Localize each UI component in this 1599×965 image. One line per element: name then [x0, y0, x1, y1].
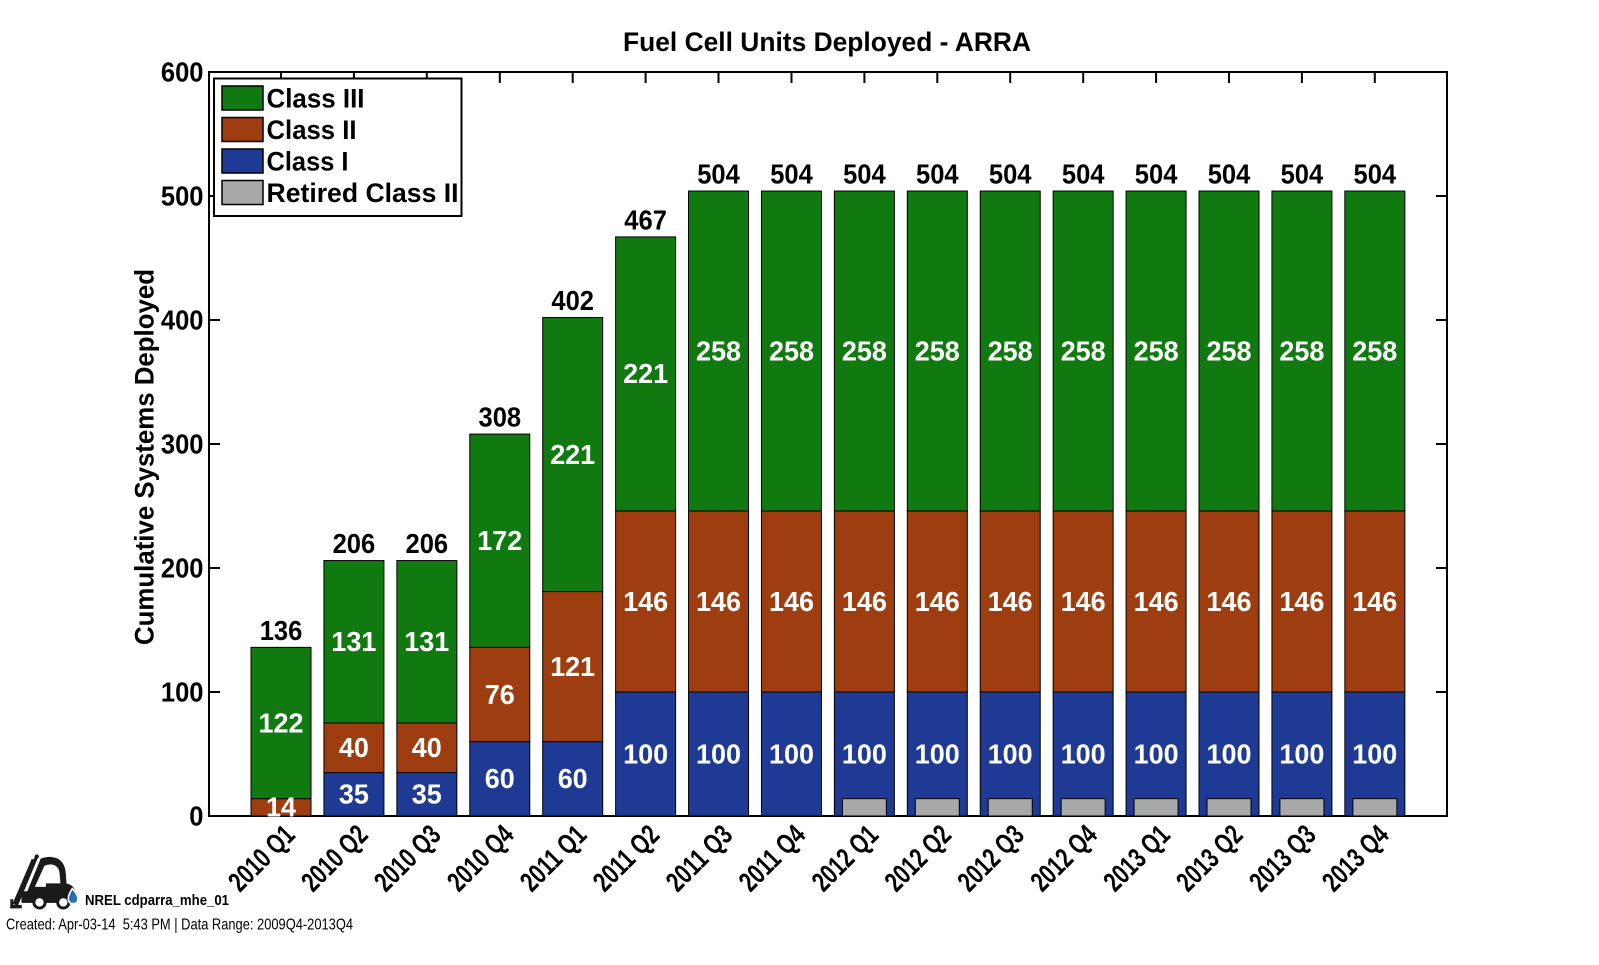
svg-text:100: 100 — [1061, 738, 1106, 769]
svg-text:136: 136 — [260, 615, 303, 646]
svg-text:122: 122 — [259, 707, 304, 738]
svg-text:100: 100 — [1279, 738, 1324, 769]
svg-text:206: 206 — [406, 528, 449, 559]
svg-text:258: 258 — [1207, 335, 1252, 366]
svg-text:76: 76 — [485, 679, 515, 710]
svg-text:100: 100 — [161, 676, 204, 707]
svg-text:40: 40 — [412, 732, 442, 763]
svg-text:NREL cdparra_mhe_01: NREL cdparra_mhe_01 — [85, 892, 229, 909]
svg-text:258: 258 — [988, 335, 1033, 366]
svg-text:131: 131 — [331, 626, 376, 657]
svg-text:Cumulative Systems Deployed: Cumulative Systems Deployed — [130, 269, 160, 645]
svg-text:100: 100 — [988, 738, 1033, 769]
svg-text:14: 14 — [266, 792, 296, 823]
svg-text:504: 504 — [1135, 159, 1178, 190]
svg-text:467: 467 — [624, 204, 667, 235]
svg-text:504: 504 — [843, 159, 886, 190]
svg-text:100: 100 — [623, 738, 668, 769]
svg-text:206: 206 — [333, 528, 376, 559]
svg-text:100: 100 — [842, 738, 887, 769]
svg-text:504: 504 — [697, 159, 740, 190]
svg-text:504: 504 — [770, 159, 813, 190]
svg-text:402: 402 — [551, 285, 594, 316]
svg-text:146: 146 — [623, 586, 668, 617]
svg-text:146: 146 — [1207, 586, 1252, 617]
svg-text:100: 100 — [1134, 738, 1179, 769]
svg-text:60: 60 — [485, 763, 515, 794]
svg-text:504: 504 — [1281, 159, 1324, 190]
svg-text:172: 172 — [477, 525, 522, 556]
svg-text:100: 100 — [915, 738, 960, 769]
svg-text:Class I: Class I — [267, 146, 349, 176]
svg-text:504: 504 — [916, 159, 959, 190]
svg-text:200: 200 — [161, 552, 204, 583]
svg-text:504: 504 — [1062, 159, 1105, 190]
svg-text:100: 100 — [1207, 738, 1252, 769]
svg-text:40: 40 — [339, 732, 369, 763]
svg-text:258: 258 — [1061, 335, 1106, 366]
svg-text:258: 258 — [769, 335, 814, 366]
svg-text:Fuel Cell Units Deployed - ARR: Fuel Cell Units Deployed - ARRA — [623, 27, 1031, 57]
svg-text:60: 60 — [558, 763, 588, 794]
svg-text:146: 146 — [769, 586, 814, 617]
svg-text:221: 221 — [550, 439, 595, 470]
svg-text:504: 504 — [1354, 159, 1397, 190]
svg-text:221: 221 — [623, 358, 668, 389]
svg-text:300: 300 — [161, 428, 204, 459]
svg-text:400: 400 — [161, 304, 204, 335]
svg-text:146: 146 — [1279, 586, 1324, 617]
svg-text:121: 121 — [550, 651, 595, 682]
svg-text:Class III: Class III — [267, 83, 365, 113]
svg-text:146: 146 — [1061, 586, 1106, 617]
svg-text:308: 308 — [479, 402, 522, 433]
svg-text:258: 258 — [1134, 335, 1179, 366]
svg-text:258: 258 — [1352, 335, 1397, 366]
svg-text:258: 258 — [915, 335, 960, 366]
svg-text:500: 500 — [161, 180, 204, 211]
svg-text:Class II: Class II — [267, 115, 357, 145]
svg-text:258: 258 — [696, 335, 741, 366]
svg-text:131: 131 — [404, 626, 449, 657]
svg-text:600: 600 — [161, 56, 204, 87]
svg-text:146: 146 — [915, 586, 960, 617]
svg-text:146: 146 — [842, 586, 887, 617]
svg-text:0: 0 — [189, 800, 203, 831]
svg-text:146: 146 — [696, 586, 741, 617]
svg-text:35: 35 — [339, 779, 369, 810]
svg-text:146: 146 — [1134, 586, 1179, 617]
svg-text:146: 146 — [988, 586, 1033, 617]
svg-text:100: 100 — [696, 738, 741, 769]
svg-text:100: 100 — [769, 738, 814, 769]
svg-text:504: 504 — [1208, 159, 1251, 190]
svg-text:258: 258 — [842, 335, 887, 366]
svg-text:100: 100 — [1352, 738, 1397, 769]
svg-text:35: 35 — [412, 779, 442, 810]
svg-text:146: 146 — [1352, 586, 1397, 617]
svg-text:Retired Class II: Retired Class II — [267, 178, 459, 208]
svg-text:258: 258 — [1279, 335, 1324, 366]
svg-text:Created: Apr-03-14 5:43 PM |: Created: Apr-03-14 5:43 PM | Data Range:… — [6, 917, 353, 934]
svg-text:504: 504 — [989, 159, 1032, 190]
